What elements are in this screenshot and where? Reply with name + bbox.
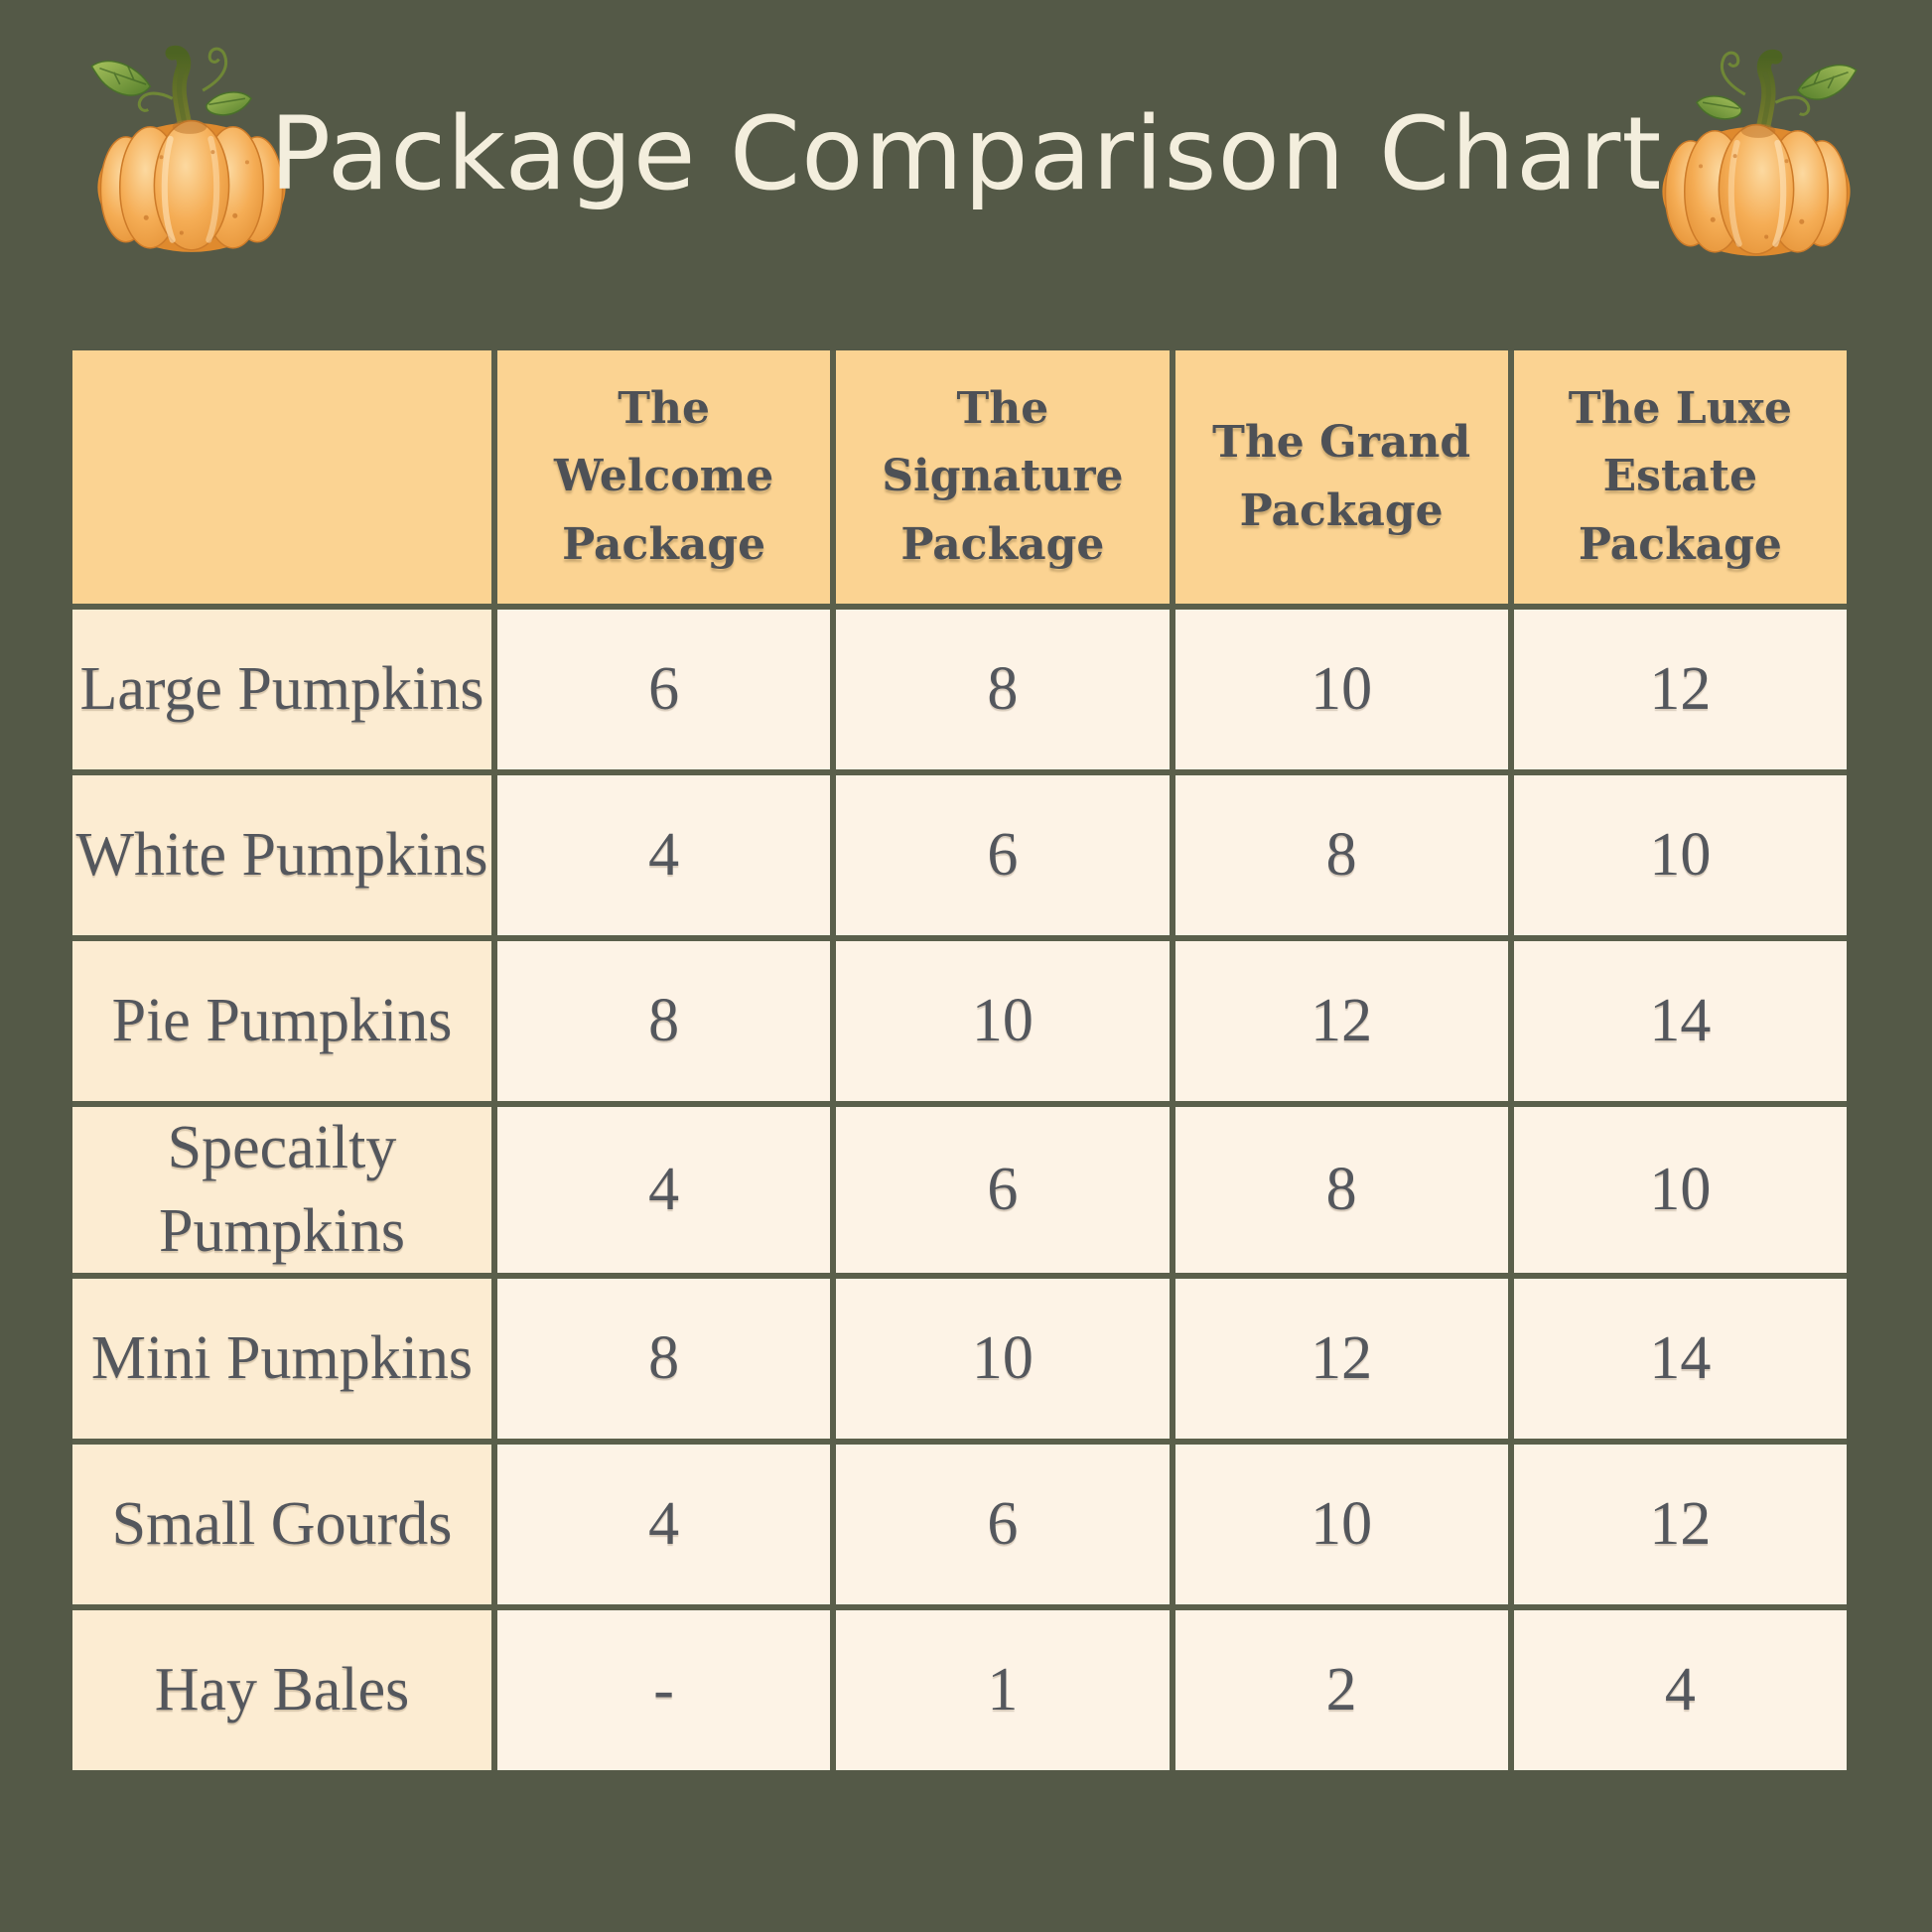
value-cell: 4	[497, 774, 831, 935]
value-cell: 8	[497, 1279, 831, 1440]
column-header-grand: The Grand Package	[1174, 350, 1508, 604]
column-header-signature: The Signature Package	[836, 350, 1170, 604]
corner-cell	[72, 350, 491, 604]
value-cell: 6	[836, 1106, 1170, 1274]
row-label: Mini Pumpkins	[72, 1279, 491, 1440]
value-cell: 8	[1174, 774, 1508, 935]
value-cell: 6	[836, 774, 1170, 935]
package-comparison-table: The Welcome Package The Signature Packag…	[72, 350, 1847, 1770]
column-header-luxe: The Luxe Estate Package	[1513, 350, 1847, 604]
value-cell: 8	[1174, 1106, 1508, 1274]
value-cell: 6	[836, 1445, 1170, 1605]
row-label: Hay Bales	[72, 1610, 491, 1770]
value-cell: 14	[1513, 1279, 1847, 1440]
value-cell: 4	[497, 1445, 831, 1605]
value-cell: 6	[497, 610, 831, 769]
value-cell: 12	[1174, 1279, 1508, 1440]
value-cell: 14	[1513, 940, 1847, 1101]
row-label: Specailty Pumpkins	[72, 1106, 491, 1274]
value-cell: 4	[497, 1106, 831, 1274]
value-cell: 8	[836, 610, 1170, 769]
value-cell: -	[497, 1610, 831, 1770]
value-cell: 12	[1174, 940, 1508, 1101]
value-cell: 1	[836, 1610, 1170, 1770]
row-label: Large Pumpkins	[72, 610, 491, 769]
value-cell: 10	[836, 1279, 1170, 1440]
column-header-welcome: The Welcome Package	[497, 350, 831, 604]
pumpkin-icon	[1650, 30, 1863, 262]
row-label: White Pumpkins	[72, 774, 491, 935]
masthead: Package Comparison Chart	[0, 0, 1932, 298]
value-cell: 10	[1513, 1106, 1847, 1274]
value-cell: 8	[497, 940, 831, 1101]
value-cell: 4	[1513, 1610, 1847, 1770]
value-cell: 12	[1513, 610, 1847, 769]
row-label: Pie Pumpkins	[72, 940, 491, 1101]
row-label: Small Gourds	[72, 1445, 491, 1605]
value-cell: 2	[1174, 1610, 1508, 1770]
value-cell: 12	[1513, 1445, 1847, 1605]
value-cell: 10	[1174, 610, 1508, 769]
page-title: Package Comparison Chart	[269, 95, 1663, 213]
value-cell: 10	[1174, 1445, 1508, 1605]
value-cell: 10	[1513, 774, 1847, 935]
value-cell: 10	[836, 940, 1170, 1101]
